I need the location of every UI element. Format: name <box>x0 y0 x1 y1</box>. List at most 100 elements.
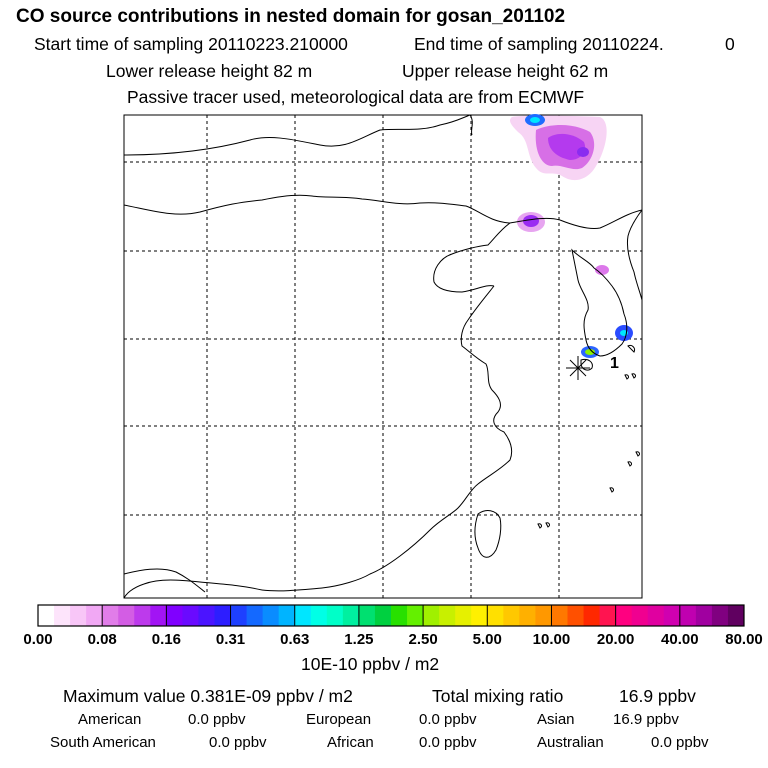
region-value-african: 0.0 ppbv <box>419 734 477 751</box>
color-scale-cell <box>471 605 488 626</box>
border-line <box>559 209 643 229</box>
color-scale-tick-label: 20.00 <box>596 631 635 648</box>
color-scale-tick-label: 0.31 <box>215 631 246 648</box>
end-time-suffix: 0 <box>725 34 735 54</box>
color-scale-cell <box>487 605 504 626</box>
end-time-label: End time of sampling 20110224. <box>414 34 664 54</box>
region-name-australian: Australian <box>537 734 604 751</box>
color-scale-cell <box>551 605 568 626</box>
color-scale-cell <box>663 605 681 626</box>
station-marker <box>566 356 590 380</box>
color-scale-cell <box>214 605 232 626</box>
color-scale-cell <box>342 605 360 626</box>
color-scale-ticks <box>101 605 681 626</box>
coast-line <box>261 285 513 592</box>
color-scale-cell <box>198 605 215 626</box>
plume-core-center <box>530 117 540 123</box>
color-scale-tick-label: 5.00 <box>472 631 502 648</box>
color-scale-cell <box>54 605 71 626</box>
color-scale-cell <box>326 605 344 626</box>
color-scale-cell <box>535 605 552 626</box>
color-scale-cell <box>599 605 617 626</box>
color-scale-cell <box>310 605 328 626</box>
region-value-asian: 16.9 ppbv <box>613 711 679 728</box>
plume-inner <box>548 133 586 160</box>
color-scale-tick-label: 0.16 <box>151 631 181 648</box>
color-scale-cell <box>695 605 713 626</box>
color-scale-cell <box>503 605 520 626</box>
color-scale-cell <box>262 605 280 626</box>
color-scale-cell <box>150 605 167 626</box>
color-scale-cells <box>38 605 745 626</box>
start-time-label: Start time of sampling 20110223.210000 <box>34 34 348 54</box>
color-scale-cell <box>631 605 649 626</box>
color-scale-tick-label: 40.00 <box>661 631 699 648</box>
region-value-european: 0.0 ppbv <box>419 711 477 728</box>
island <box>609 487 614 493</box>
region-name-american: American <box>78 711 142 728</box>
plume-core <box>577 147 589 157</box>
color-scale-cell <box>679 605 697 626</box>
region-value-australian: 0.0 ppbv <box>651 734 709 751</box>
color-scale-cell <box>86 605 103 626</box>
plume-patch <box>595 265 609 275</box>
color-scale-frame <box>37 604 745 627</box>
max-value-label: Maximum value 0.381E-09 ppbv / m2 <box>63 686 353 706</box>
color-scale-cell <box>423 605 440 626</box>
color-scale-cell <box>407 605 424 626</box>
coast-line <box>627 209 643 301</box>
color-scale-tick-label: 10.00 <box>532 631 571 648</box>
color-scale-cell <box>615 605 633 626</box>
color-scale-cell <box>118 605 135 626</box>
region-name-south-american: South American <box>50 734 156 751</box>
border-line <box>469 114 473 136</box>
island <box>627 461 632 467</box>
color-scale-tick-label: 0.00 <box>23 631 53 648</box>
tracer-note: Passive tracer used, meteorological data… <box>127 87 585 107</box>
total-mixing-label: Total mixing ratio <box>432 686 564 706</box>
total-mixing-value: 16.9 ppbv <box>619 686 696 706</box>
color-scale-cell <box>294 605 312 626</box>
color-scale-cell <box>70 605 87 626</box>
border-line <box>123 194 561 224</box>
island <box>580 359 593 371</box>
color-scale-cell <box>374 605 392 626</box>
color-scale-cell <box>134 605 151 626</box>
map-grid <box>124 115 642 598</box>
island <box>537 523 542 529</box>
island <box>627 345 635 353</box>
concentration-field <box>510 114 633 358</box>
region-name-asian: Asian <box>537 711 575 728</box>
island <box>624 374 629 380</box>
region-name-european: European <box>306 711 372 728</box>
color-scale-cell <box>439 605 456 626</box>
plume-patch-core <box>523 215 539 227</box>
color-scale-cell <box>278 605 296 626</box>
island <box>631 373 636 379</box>
region-value-american: 0.0 ppbv <box>188 711 246 728</box>
color-scale-cell <box>583 605 601 626</box>
color-scale-cell <box>647 605 665 626</box>
lower-release-height: Lower release height 82 m <box>106 61 313 81</box>
island <box>635 451 640 457</box>
plume-patch-core <box>585 349 595 355</box>
color-scale-tick-label: 0.08 <box>87 631 117 648</box>
color-scale-cell <box>519 605 536 626</box>
color-scale-cell <box>455 605 472 626</box>
color-scale-cell <box>182 605 199 626</box>
color-scale-cell <box>38 605 55 626</box>
region-name-african: African <box>327 734 374 751</box>
color-scale-cell <box>711 605 729 626</box>
color-scale-cell <box>391 605 408 626</box>
border-line <box>123 568 206 593</box>
upper-release-height: Upper release height 62 m <box>402 61 609 81</box>
border-line <box>123 114 471 156</box>
color-scale-cell <box>567 605 585 626</box>
region-value-south-american: 0.0 ppbv <box>209 734 267 751</box>
color-scale-cell <box>727 605 745 626</box>
color-scale-cell <box>166 605 183 626</box>
chart-title: CO source contributions in nested domain… <box>16 6 566 27</box>
color-scale-tick-label: 1.25 <box>344 631 374 648</box>
border-line <box>123 579 263 599</box>
